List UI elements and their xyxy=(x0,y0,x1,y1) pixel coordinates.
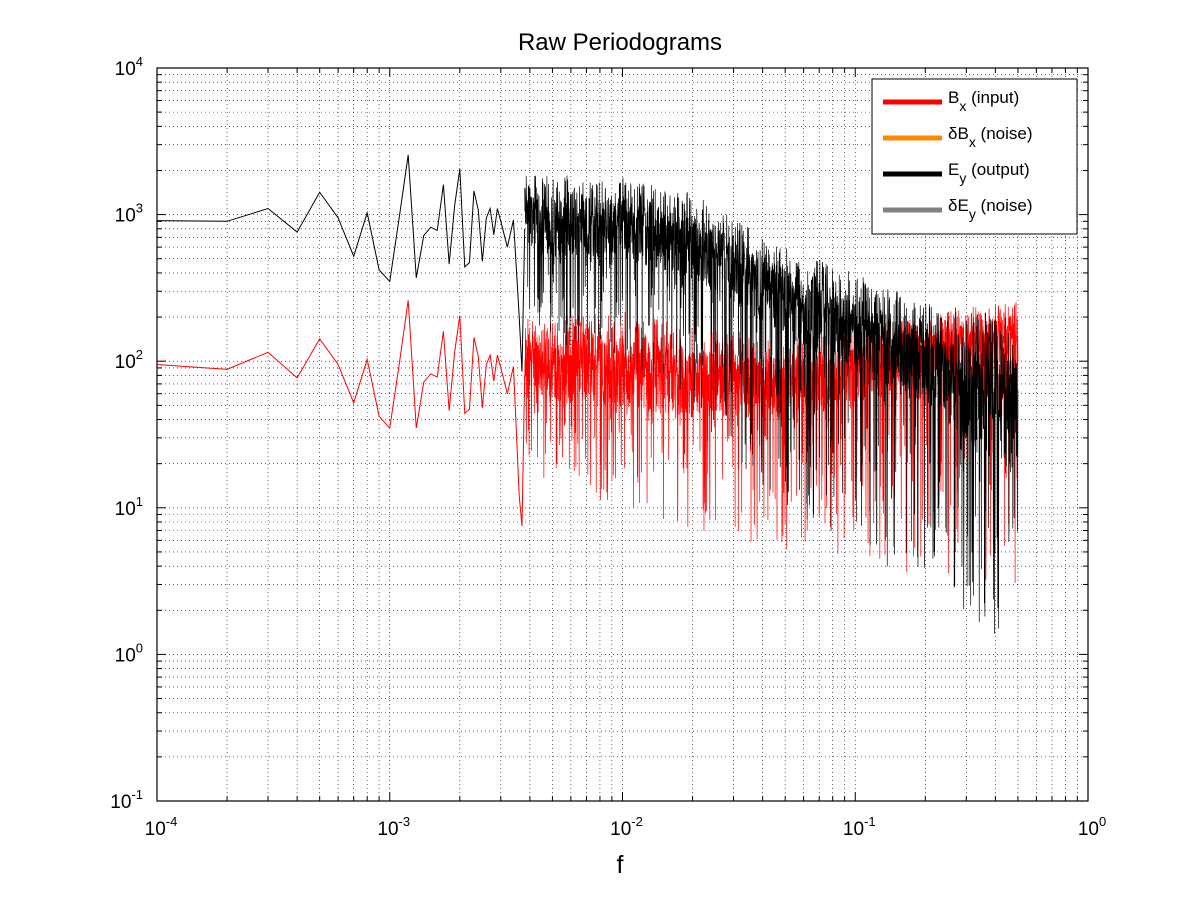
legend-label: δBx (noise) xyxy=(948,124,1033,150)
x-tick-labels: 10-4 10-3 10-2 10-1 100 xyxy=(145,814,1107,840)
x-tick-label: 10-2 xyxy=(610,814,643,840)
series-lines-group xyxy=(156,154,526,527)
y-tick-label: 103 xyxy=(115,201,143,227)
x-tick-label: 10-1 xyxy=(843,814,876,840)
x-tick-label: 10-3 xyxy=(377,814,410,840)
legend-label: δEy (noise) xyxy=(948,196,1033,222)
dense-series-group xyxy=(524,175,1019,634)
ey-dense-line xyxy=(524,175,1019,634)
axis-ticks xyxy=(156,67,1089,802)
y-tick-label: 101 xyxy=(115,494,143,520)
series-line-Ey xyxy=(156,154,526,372)
x-tick-label: 10-4 xyxy=(145,814,178,840)
x-tick-label: 100 xyxy=(1078,814,1106,840)
y-tick-label: 10-1 xyxy=(110,787,143,813)
chart-title: Raw Periodograms xyxy=(518,29,722,56)
y-tick-label: 104 xyxy=(115,54,143,80)
legend: Bx (input) δBx (noise) Ey (output) δEy (noi… xyxy=(871,78,1078,235)
y-tick-label: 102 xyxy=(115,347,143,373)
legend-label: Ey (output) xyxy=(948,160,1030,186)
legend-label: Bx (input) xyxy=(948,88,1019,114)
y-tick-labels: 10-1 100 101 102 103 104 xyxy=(110,54,143,813)
x-axis-label: f xyxy=(617,851,624,879)
y-tick-label: 100 xyxy=(115,640,143,666)
series-line-Bx xyxy=(156,300,526,527)
